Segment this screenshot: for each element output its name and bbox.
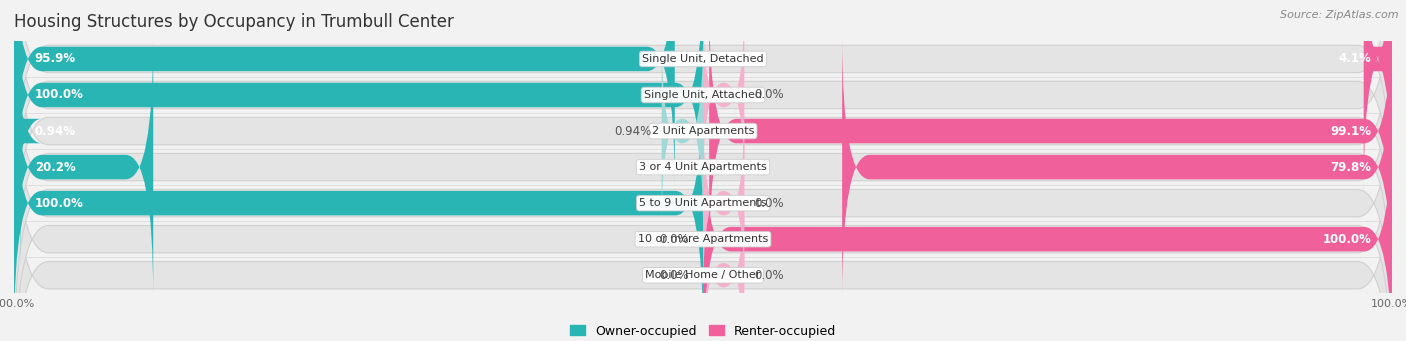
Text: 0.94%: 0.94% — [614, 124, 651, 137]
FancyBboxPatch shape — [14, 0, 703, 227]
Text: 4.1%: 4.1% — [1339, 53, 1371, 65]
FancyBboxPatch shape — [662, 35, 703, 227]
Text: 3 or 4 Unit Apartments: 3 or 4 Unit Apartments — [640, 162, 766, 172]
Text: 95.9%: 95.9% — [35, 53, 76, 65]
FancyBboxPatch shape — [703, 0, 744, 191]
FancyBboxPatch shape — [14, 71, 703, 335]
FancyBboxPatch shape — [0, 0, 42, 263]
FancyBboxPatch shape — [14, 36, 1392, 341]
Text: 0.0%: 0.0% — [659, 269, 689, 282]
FancyBboxPatch shape — [1364, 0, 1392, 191]
FancyBboxPatch shape — [842, 35, 1392, 299]
Text: 79.8%: 79.8% — [1330, 161, 1371, 174]
Text: 0.0%: 0.0% — [755, 89, 785, 102]
Text: 20.2%: 20.2% — [35, 161, 76, 174]
FancyBboxPatch shape — [703, 107, 1392, 341]
FancyBboxPatch shape — [14, 0, 1392, 262]
Text: 5 to 9 Unit Apartments: 5 to 9 Unit Apartments — [640, 198, 766, 208]
Text: 100.0%: 100.0% — [35, 197, 83, 210]
Text: 99.1%: 99.1% — [1330, 124, 1371, 137]
FancyBboxPatch shape — [14, 109, 1392, 341]
Text: 100.0%: 100.0% — [35, 89, 83, 102]
FancyBboxPatch shape — [703, 107, 744, 299]
FancyBboxPatch shape — [14, 35, 153, 299]
Text: 0.94%: 0.94% — [35, 124, 76, 137]
Text: 0.0%: 0.0% — [755, 197, 785, 210]
FancyBboxPatch shape — [14, 0, 1392, 298]
Text: 0.0%: 0.0% — [659, 233, 689, 246]
FancyBboxPatch shape — [709, 0, 1392, 263]
Text: 2 Unit Apartments: 2 Unit Apartments — [652, 126, 754, 136]
Text: 10 or more Apartments: 10 or more Apartments — [638, 234, 768, 244]
Text: Source: ZipAtlas.com: Source: ZipAtlas.com — [1281, 10, 1399, 20]
Legend: Owner-occupied, Renter-occupied: Owner-occupied, Renter-occupied — [565, 320, 841, 341]
Text: 100.0%: 100.0% — [1323, 233, 1371, 246]
Text: Single Unit, Attached: Single Unit, Attached — [644, 90, 762, 100]
FancyBboxPatch shape — [14, 1, 1392, 333]
Text: Mobile Home / Other: Mobile Home / Other — [645, 270, 761, 280]
FancyBboxPatch shape — [14, 73, 1392, 341]
FancyBboxPatch shape — [14, 0, 675, 191]
Text: 0.0%: 0.0% — [755, 269, 785, 282]
Text: Single Unit, Detached: Single Unit, Detached — [643, 54, 763, 64]
FancyBboxPatch shape — [703, 179, 744, 341]
Text: Housing Structures by Occupancy in Trumbull Center: Housing Structures by Occupancy in Trumb… — [14, 13, 454, 31]
FancyBboxPatch shape — [14, 0, 1392, 225]
